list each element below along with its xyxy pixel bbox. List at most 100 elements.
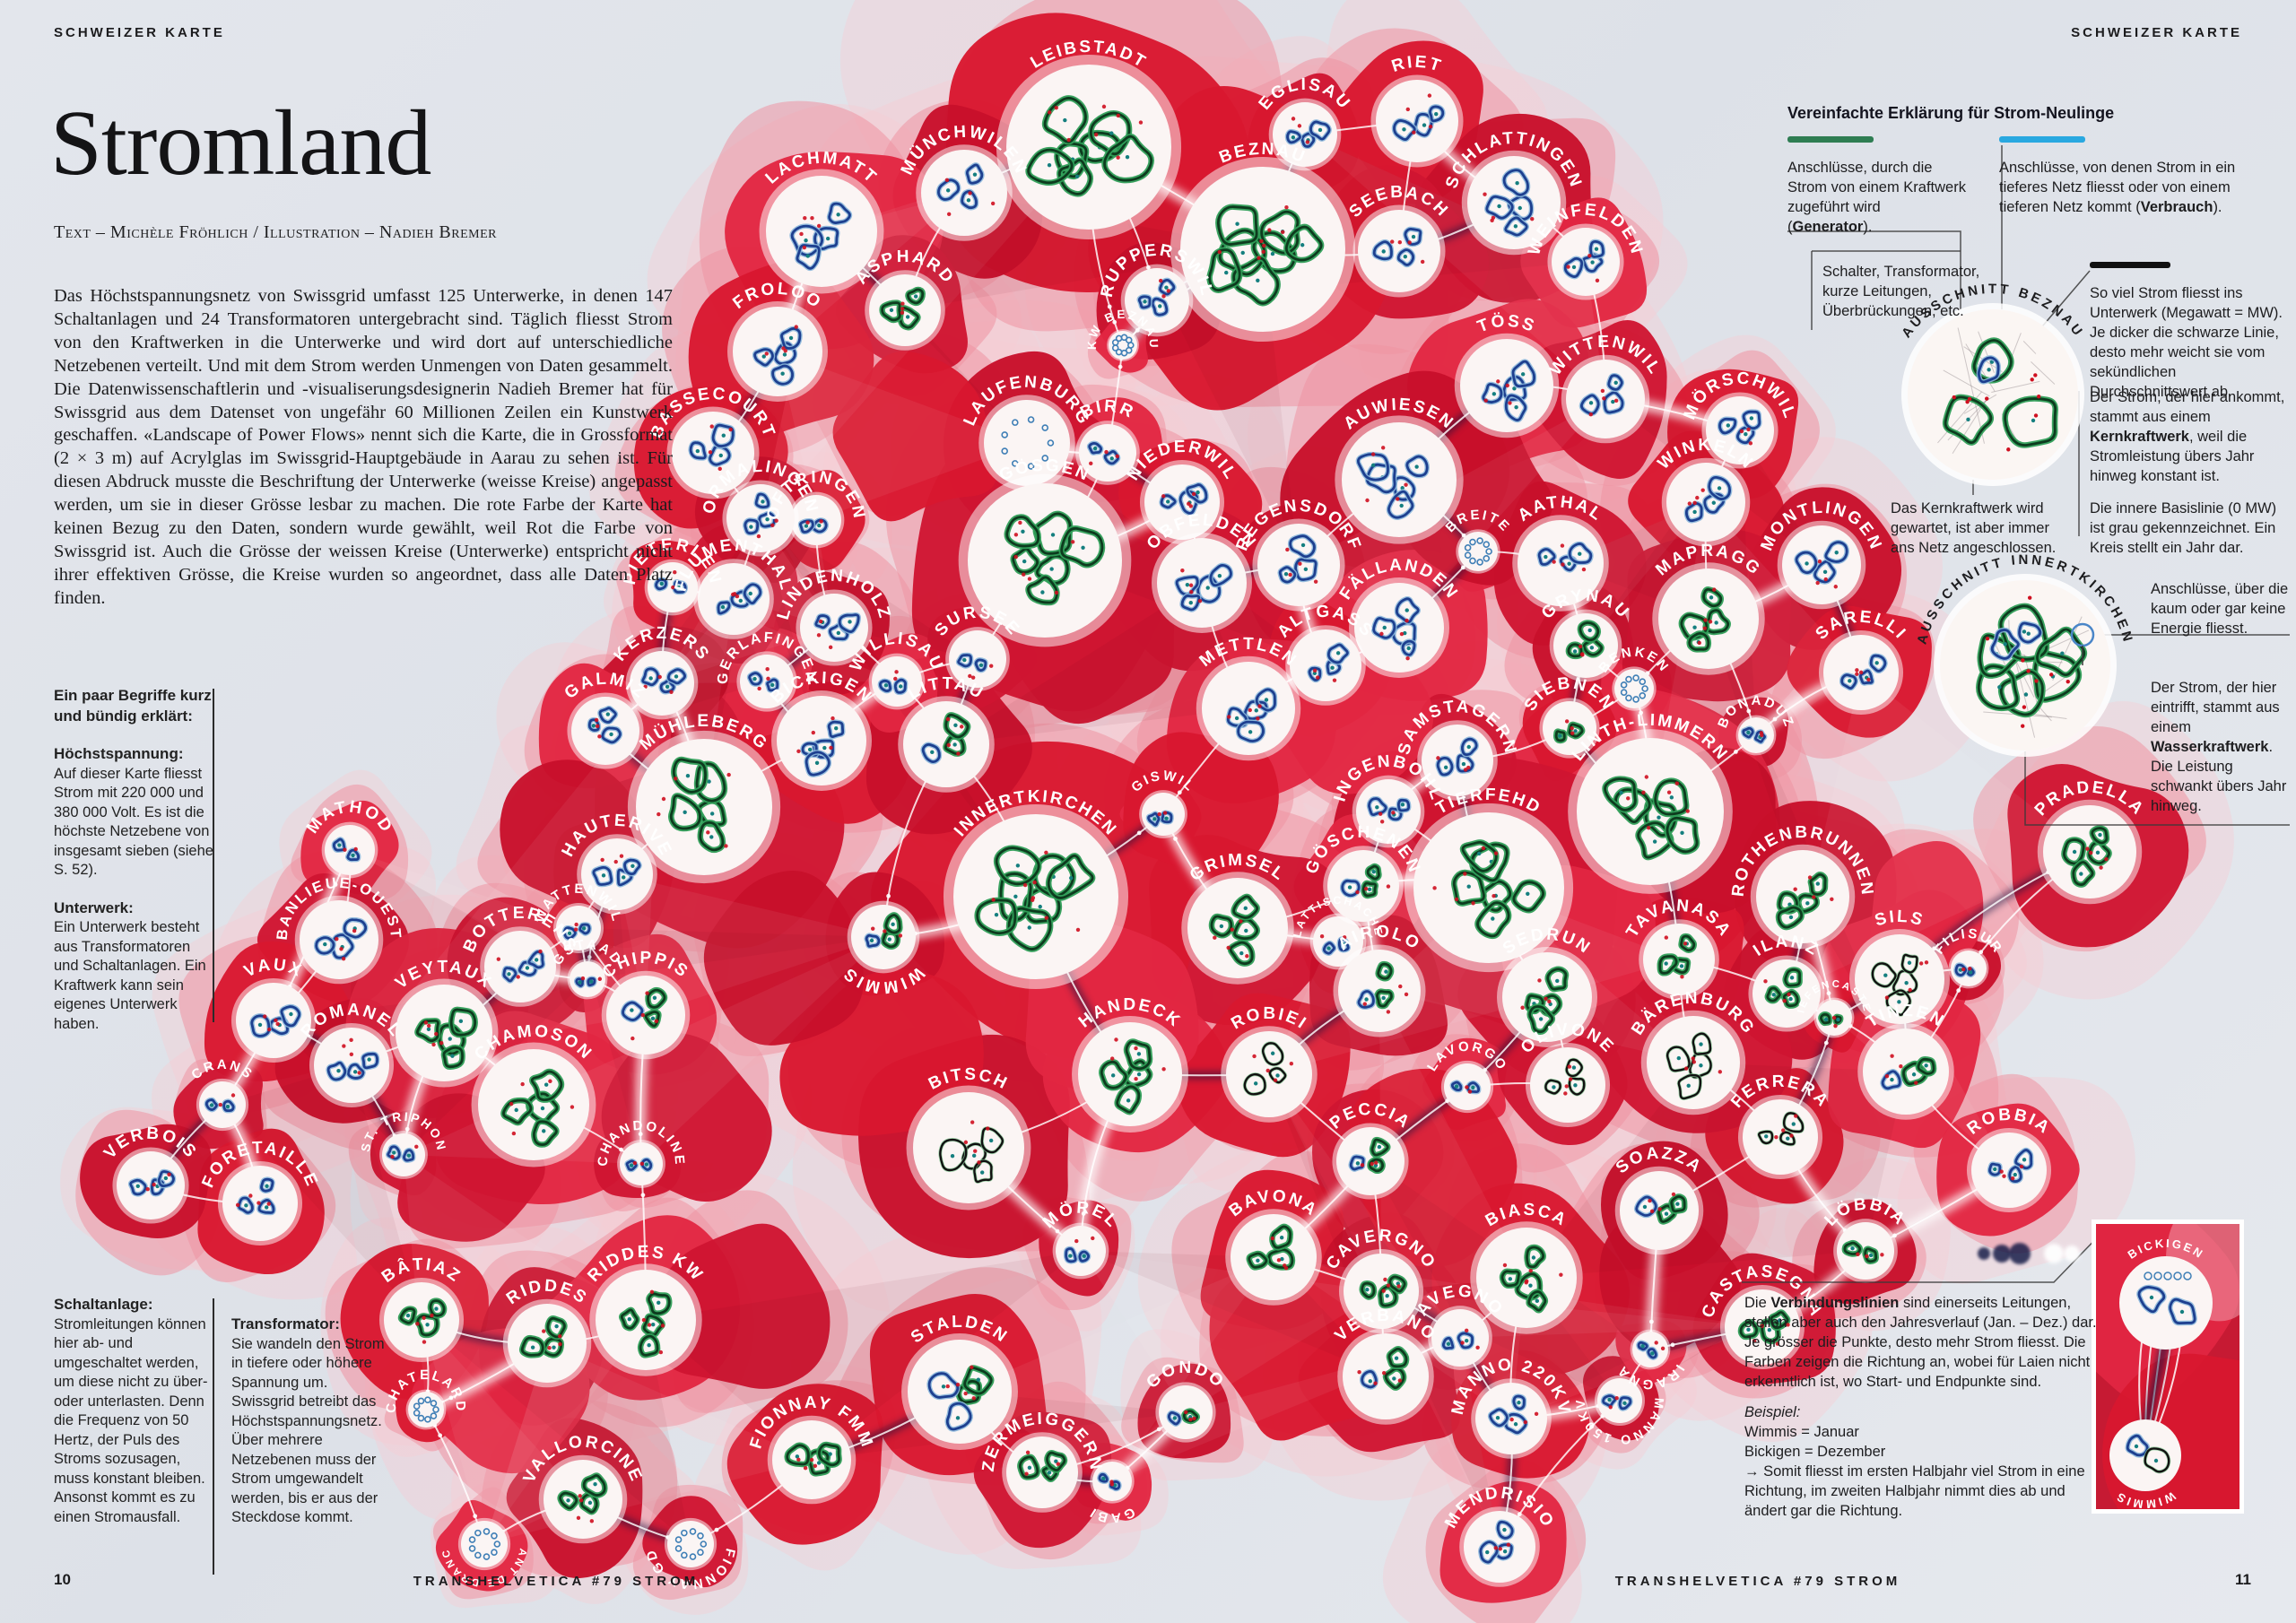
page-number-right: 11 [2235,1571,2251,1588]
glossary-divider-bottom [213,1298,214,1575]
legend-generator: Anschlüsse, durch die Strom von einem Kr… [1787,160,1966,235]
map-station [906,1085,1031,1211]
map-station [1335,415,1464,544]
map-station [1196,655,1301,761]
map-station [865,270,945,351]
verbrauch-line-swatch [1999,136,2085,143]
map-station [617,1140,665,1188]
map-station [1461,150,1567,256]
map-station [1152,533,1252,633]
map-station [1333,944,1426,1037]
map-station [553,903,604,953]
map-station [1640,1010,1746,1115]
map-station [1849,929,1950,1029]
beispiel-folgerung: → Somit fliesst im ersten Halbjahr viel … [1744,1463,2085,1519]
map-station [1639,919,1719,1000]
legend-gewartet: Das Kernkraftwerk wird gewartet, ist abe… [1891,500,2057,556]
map-station [1525,1042,1611,1128]
map-station [1052,1222,1109,1280]
glossary-item-schaltanlage: Schaltanlage: Stromleitungen können hier… [54,1296,208,1525]
glossary-item-unterwerk: Unterwerk: Ein Unterwerk besteht aus Tra… [54,898,206,1032]
map-station [666,406,760,499]
ausschnitt-beznau: AUSSCHNITT BEZNAU [1899,282,2084,486]
map-station [1225,1209,1322,1306]
map-station [1338,1248,1424,1334]
map-station [405,1389,447,1430]
map-station [1456,529,1500,574]
map-station [1170,156,1356,343]
page-number-left: 10 [54,1571,71,1588]
map-station [538,1454,628,1544]
map-station [1285,625,1366,706]
map-station [1323,846,1404,926]
map-station [1404,803,1574,973]
map-station [321,821,378,879]
map-station [945,627,1010,691]
stations [112,54,2143,1587]
map-station [767,1415,857,1505]
map-station [389,978,499,1088]
map-station [1549,609,1622,682]
map-station [787,491,845,549]
map-station [693,559,774,639]
footer-right: TRANSHELVETICA #79 STROM [1614,1574,1901,1589]
map-station [1332,1123,1409,1200]
map-station [1002,1432,1083,1513]
map-station [1833,1219,1898,1283]
map-station [1155,1382,1216,1443]
legend-schalter: Schalter, Transformator, kurze Leitungen… [1822,264,1980,319]
map-station [1630,1329,1671,1370]
map-station [1818,629,1904,716]
flow-dot-dark [2009,1243,2031,1264]
map-station [664,1517,718,1571]
map-station [1252,518,1345,612]
map-station [1813,997,1855,1038]
legend-kernkraftwerk: Der Strom, der hier ankommt, stammt aus … [2090,389,2285,484]
map-station [898,696,995,793]
map-station [1349,577,1449,678]
map-station [1497,947,1597,1047]
map-station [916,144,1013,241]
map-station [1748,955,1825,1032]
map-station [796,589,873,666]
map-station [1352,775,1425,848]
map-station [1417,720,1498,801]
map-station [901,1333,1018,1450]
header-left: SCHWEIZER KARTE [54,25,225,40]
map-station [196,1078,249,1132]
map-station [1539,698,1600,759]
map-station [958,473,1132,647]
map-station [1737,1094,1823,1180]
map-station [1470,1221,1583,1334]
map-station [1459,1506,1540,1587]
legend-wasserkraftwerk: Der Strom, der hier eintrifft, stammt au… [2151,680,2287,814]
map-station [1139,790,1187,838]
map-station [1090,1459,1135,1504]
map-station [1221,1026,1318,1123]
map-station [217,1160,303,1246]
map-station [1595,1376,1645,1426]
beispiel-label: Beispiel: [1744,1404,1801,1420]
map-station [847,900,920,974]
map-station [1735,715,1777,756]
map-station [1701,392,1779,469]
generator-line-swatch [1787,136,1874,143]
map-station [589,1263,702,1376]
map-station [1750,844,1856,950]
beispiel-bickigen: Bickigen = Dezember [1744,1444,1886,1460]
map-station [1428,1306,1492,1370]
map-station [1072,1016,1188,1133]
map-station [1471,1378,1552,1459]
map-station [727,301,828,402]
map-station [1561,354,1650,444]
intro-paragraph: Das Höchstspannungsnetz von Swissgrid um… [54,286,673,608]
legend-verbrauch: Anschlüsse, von denen Strom in ein tiefe… [1999,160,2236,215]
map-station [1777,520,1866,610]
legend-title: Vereinfachte Erklärung für Strom-Neuling… [1787,104,2115,122]
map-station [471,1042,596,1167]
map-station [567,959,608,1000]
map-station [627,730,781,884]
